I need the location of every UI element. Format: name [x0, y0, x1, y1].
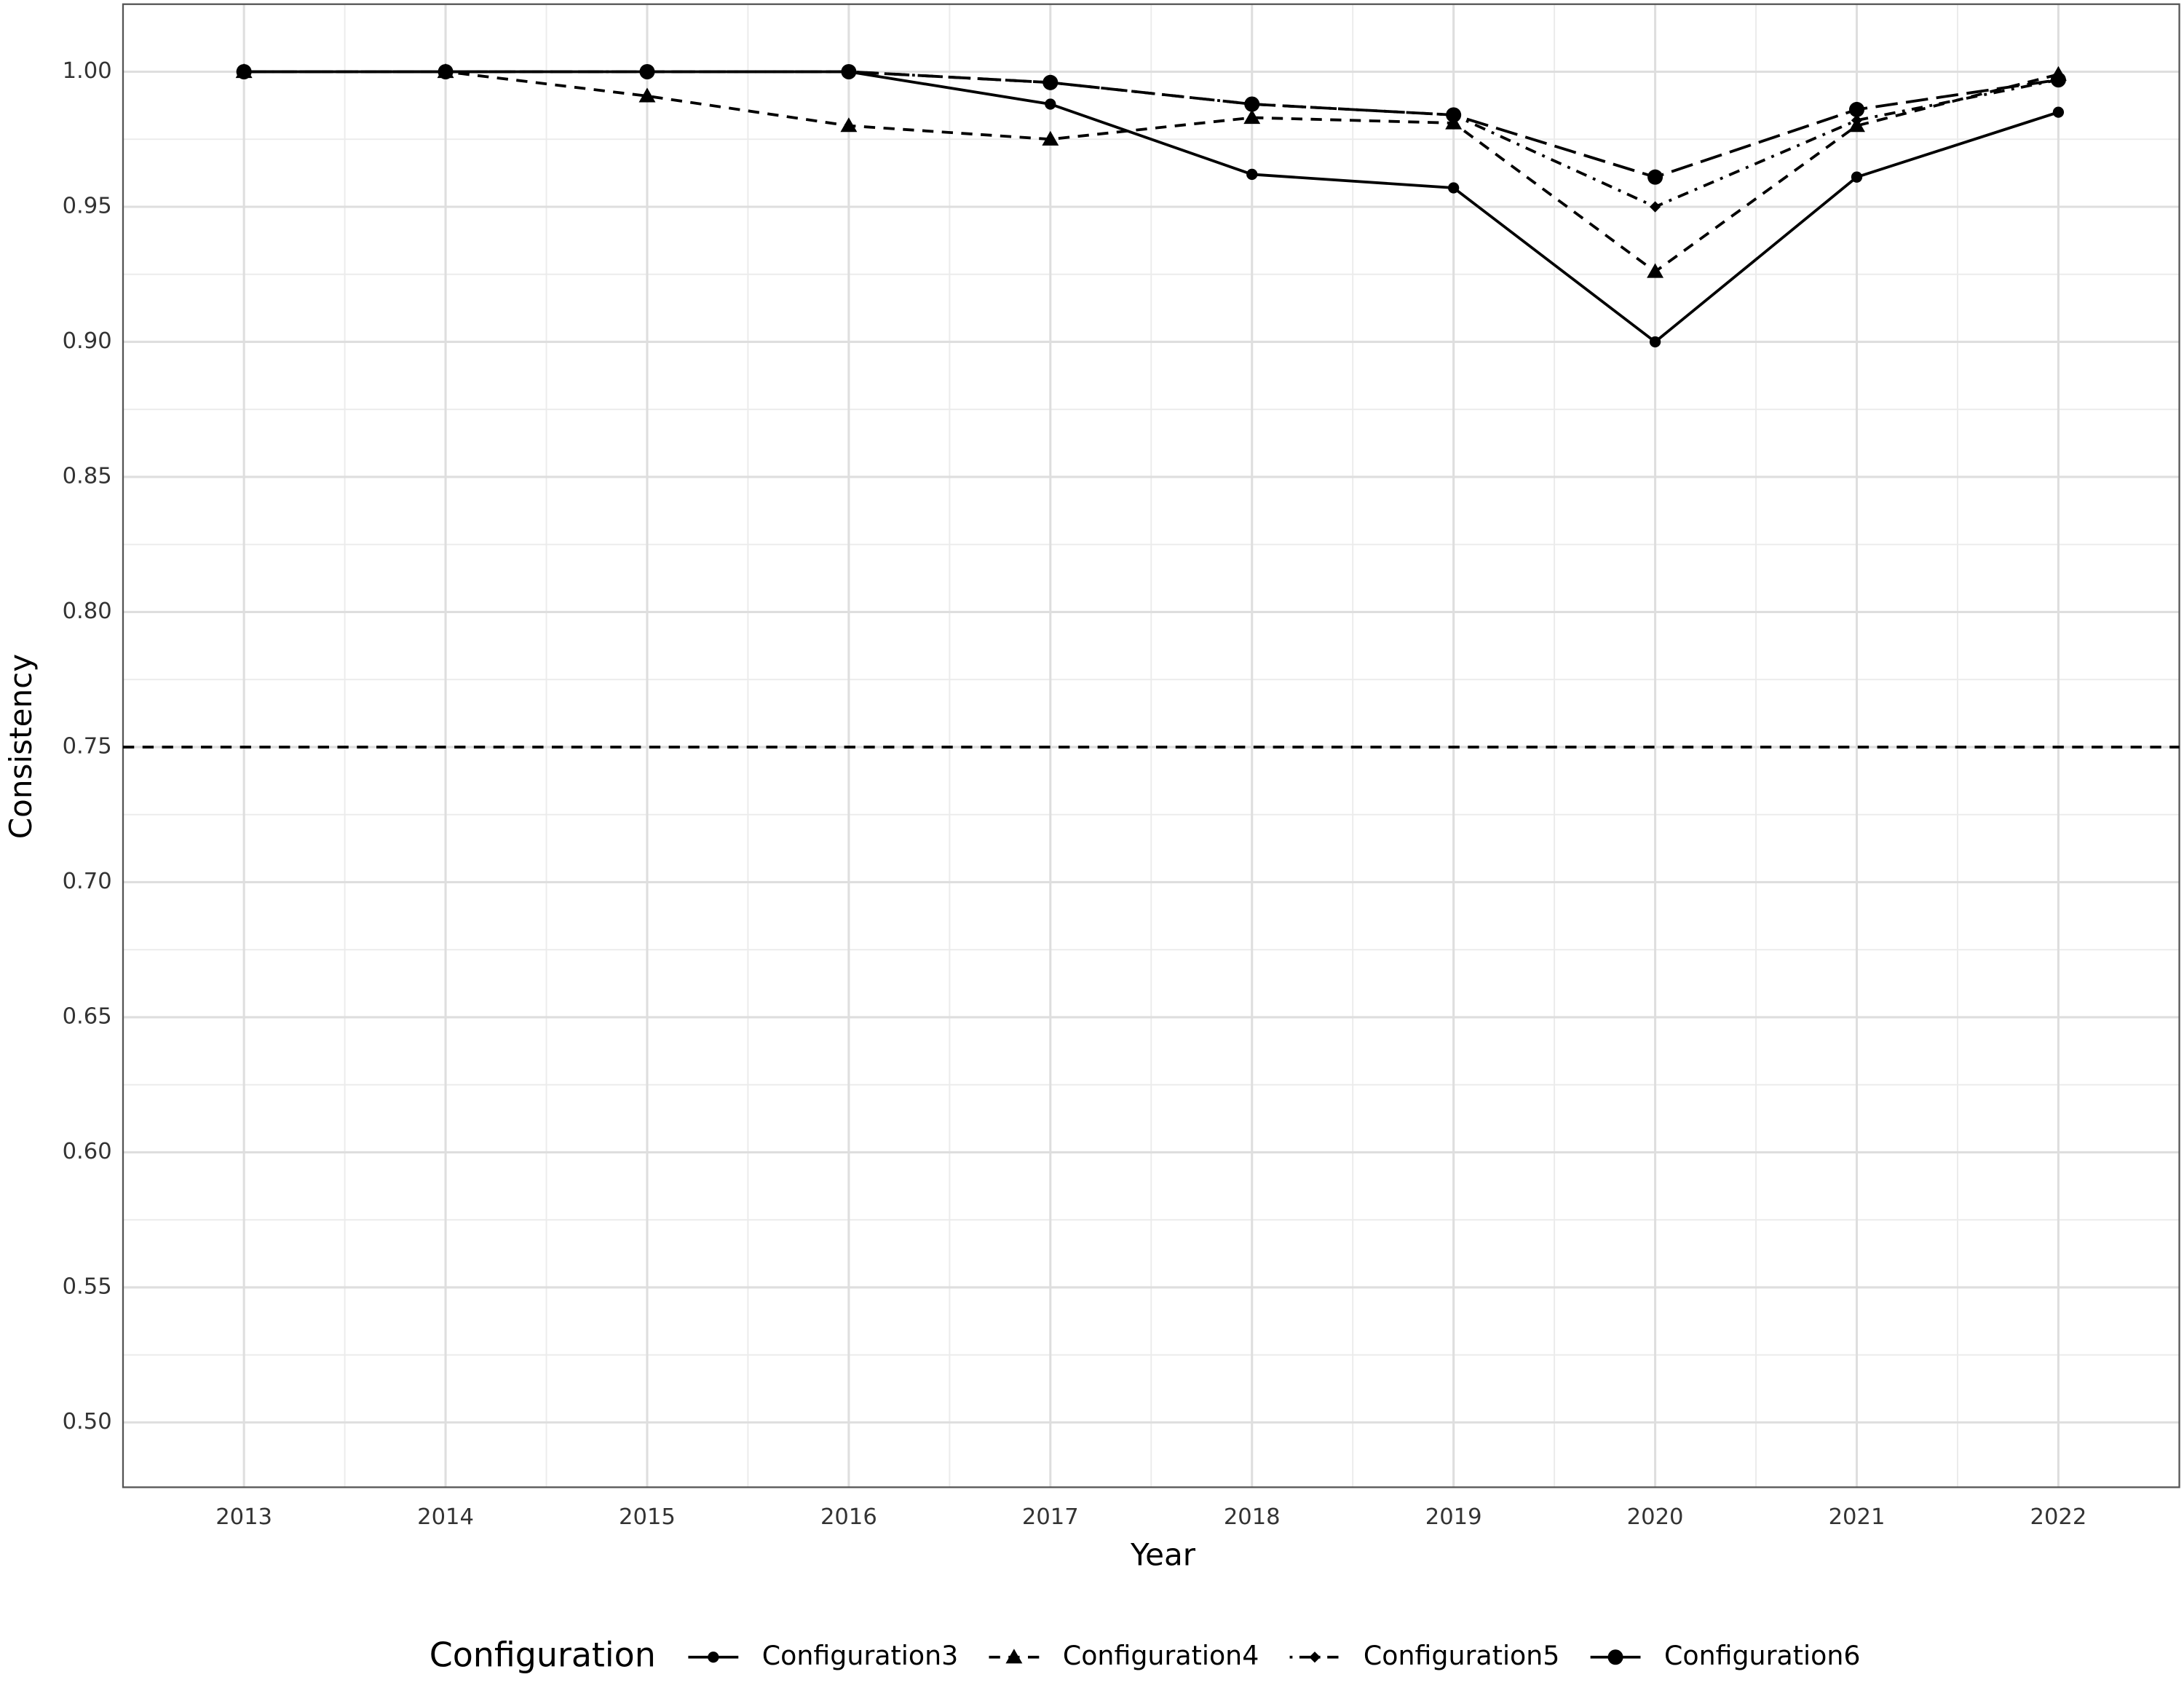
x-tick-label: 2016 [820, 1504, 877, 1530]
legend-label: Configuration3 [762, 1640, 958, 1671]
y-tick-label: 0.60 [63, 1139, 112, 1164]
marker [1448, 182, 1460, 194]
marker [1851, 114, 1863, 126]
marker [708, 1652, 719, 1663]
legend-label: Configuration4 [1063, 1640, 1259, 1671]
marker [1446, 107, 1462, 123]
x-tick-label: 2022 [2030, 1504, 2087, 1530]
marker [1647, 263, 1664, 278]
legend-item: Configuration6 [1590, 1640, 1860, 1671]
legend-item: Configuration5 [1289, 1640, 1559, 1671]
legend-label: Configuration5 [1364, 1640, 1559, 1671]
legend-label: Configuration6 [1664, 1640, 1860, 1671]
marker [1649, 201, 1661, 213]
x-tick-label: 2021 [1829, 1504, 1886, 1530]
x-tick-label: 2015 [619, 1504, 676, 1530]
x-axis-label: Year [1130, 1537, 1196, 1573]
y-tick-label: 0.90 [63, 328, 112, 354]
legend-item: Configuration4 [989, 1640, 1259, 1671]
y-tick-label: 0.75 [63, 733, 112, 759]
marker [1005, 1649, 1023, 1664]
marker [1243, 109, 1261, 125]
marker [638, 87, 656, 103]
marker [438, 63, 454, 80]
marker [1045, 98, 1056, 110]
x-tick-label: 2020 [1627, 1504, 1684, 1530]
legend-item: Configuration3 [688, 1640, 958, 1671]
marker [1607, 1649, 1623, 1665]
y-axis-label: Consistency [3, 654, 39, 839]
marker [840, 117, 858, 133]
x-tick-label: 2013 [215, 1504, 272, 1530]
marker [2052, 106, 2065, 118]
marker [1851, 171, 1863, 183]
marker [639, 63, 655, 80]
marker [1042, 130, 1059, 146]
y-tick-label: 0.85 [63, 463, 112, 489]
marker [1246, 168, 1258, 181]
y-tick-label: 0.50 [63, 1409, 112, 1435]
marker [1309, 1652, 1321, 1663]
marker [1647, 169, 1663, 185]
marker [1244, 96, 1260, 112]
x-tick-label: 2017 [1022, 1504, 1079, 1530]
y-tick-label: 0.65 [63, 1003, 112, 1029]
y-tick-label: 0.95 [63, 193, 112, 218]
y-tick-label: 0.70 [63, 869, 112, 894]
x-tick-label: 2019 [1425, 1504, 1482, 1530]
marker [236, 63, 252, 80]
legend-title: Configuration [430, 1635, 656, 1674]
series-line [244, 70, 2060, 344]
y-tick-label: 0.80 [63, 599, 112, 624]
marker [1848, 101, 1865, 117]
marker [1649, 336, 1661, 348]
marker [1042, 74, 1059, 90]
series-line [244, 70, 2059, 274]
y-tick-label: 1.00 [63, 58, 112, 84]
series-line [244, 70, 2059, 179]
y-tick-label: 0.55 [63, 1274, 112, 1299]
marker [841, 63, 857, 80]
x-tick-label: 2014 [417, 1504, 474, 1530]
x-tick-label: 2018 [1224, 1504, 1281, 1530]
marker [2050, 72, 2066, 88]
